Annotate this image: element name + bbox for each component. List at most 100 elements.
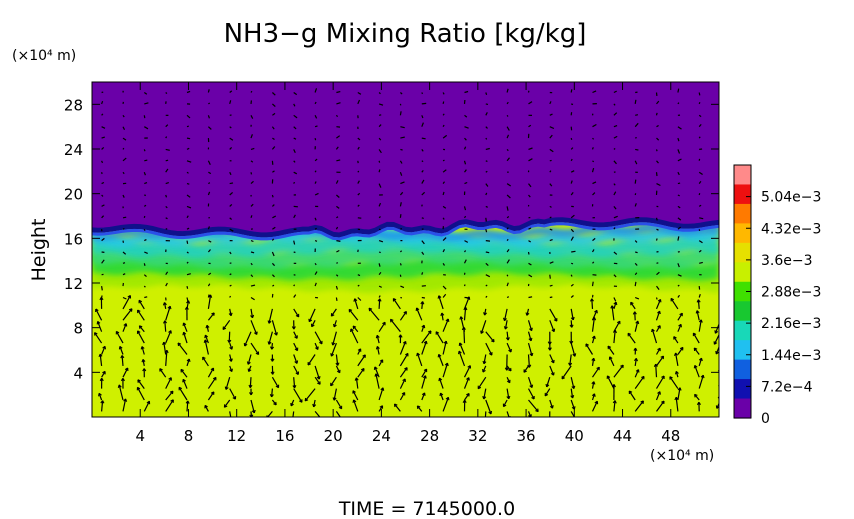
wind-vector: [633, 357, 639, 366]
wind-vector: [635, 114, 639, 116]
wind-vector: [571, 262, 574, 265]
wind-vector: [243, 331, 252, 347]
wind-vector: [224, 377, 231, 390]
wind-vector: [528, 194, 531, 198]
wind-vector: [271, 399, 277, 406]
wind-vector: [137, 379, 145, 389]
wind-vector: [101, 237, 105, 242]
wind-vector: [142, 368, 147, 378]
wind-vector: [693, 364, 700, 378]
chart-title: NH3−g Mixing Ratio [kg/kg]: [224, 19, 587, 49]
wind-vector: [143, 149, 146, 152]
colorbar-label: 7.2e−4: [761, 379, 813, 395]
wind-vector: [330, 308, 337, 317]
wind-vector: [420, 301, 425, 309]
wind-vector: [269, 388, 274, 398]
wind-vector: [122, 157, 127, 162]
wind-vector: [656, 271, 660, 276]
wind-vector: [549, 239, 553, 242]
wind-vector: [505, 331, 510, 341]
wind-vector: [271, 274, 275, 278]
plot-frame: [91, 81, 720, 418]
wind-vector: [100, 400, 105, 412]
wind-vector: [267, 308, 273, 324]
wind-vector: [143, 228, 146, 232]
wind-vector: [440, 312, 445, 321]
wind-vector: [314, 411, 321, 417]
wind-vector: [442, 318, 450, 332]
wind-vector: [207, 312, 215, 321]
wind-vector: [506, 249, 510, 253]
wind-vector: [335, 411, 341, 417]
wind-vector: [312, 399, 317, 408]
wind-vector: [229, 365, 233, 373]
wind-vector: [335, 399, 343, 410]
wind-vector: [635, 148, 639, 151]
wind-vector: [186, 114, 191, 119]
wind-vector: [368, 307, 380, 321]
wind-vector: [101, 204, 105, 207]
wind-vector: [378, 137, 382, 141]
wind-vector: [485, 112, 488, 116]
wind-vector: [421, 375, 427, 389]
wind-vector: [143, 285, 146, 288]
x-tick-label: 32: [468, 427, 487, 445]
wind-vector: [271, 204, 275, 207]
wind-vector: [698, 136, 701, 139]
y-tick-label: 20: [64, 186, 83, 204]
wind-vector: [634, 99, 637, 105]
wind-vector: [163, 320, 168, 332]
wind-vector: [677, 194, 680, 197]
wind-vector: [421, 102, 427, 105]
wind-vector: [271, 103, 276, 108]
wind-vector: [527, 251, 530, 255]
wind-vector: [613, 90, 617, 94]
wind-vector: [549, 183, 553, 187]
wind-vector: [721, 298, 723, 301]
wind-vector: [357, 180, 360, 184]
wind-vector: [293, 214, 296, 219]
wind-vector: [207, 367, 215, 378]
wind-vector: [141, 359, 146, 367]
wind-vector: [400, 181, 405, 185]
wind-vector: [378, 271, 382, 276]
wind-vector: [357, 284, 360, 287]
wind-vector: [482, 388, 487, 400]
colorbar-segment: [734, 340, 751, 361]
wind-vector: [549, 148, 554, 153]
wind-vector: [655, 172, 658, 177]
wind-vector: [378, 405, 384, 412]
wind-vector: [186, 147, 190, 150]
wind-vector: [485, 262, 489, 267]
wind-vector: [442, 181, 445, 184]
wind-vector: [506, 365, 512, 372]
wind-vector: [246, 354, 252, 365]
colorbar-segment: [734, 379, 751, 400]
wind-vector: [485, 251, 490, 254]
wind-vector: [634, 281, 637, 287]
wind-vector: [250, 399, 256, 414]
wind-vector: [592, 192, 596, 196]
wind-vector: [632, 311, 637, 321]
wind-vector: [421, 240, 425, 245]
wind-vector: [463, 377, 470, 389]
wind-vector: [314, 217, 317, 221]
wind-vector: [549, 411, 551, 417]
wind-vector: [293, 331, 298, 339]
wind-vector: [699, 217, 704, 220]
wind-vector: [592, 90, 597, 94]
colorbar-labels: 5.04e−3 4.32e−3 3.6e−3 2.88e−3 2.16e−3 1.44e−…: [746, 190, 821, 427]
wind-vector: [721, 182, 725, 183]
wind-vector: [502, 308, 508, 322]
wind-vector: [545, 377, 551, 388]
wind-vector: [159, 368, 167, 378]
wind-vector: [208, 171, 212, 175]
wind-vector: [485, 331, 495, 343]
wind-vector: [591, 357, 596, 366]
wind-vector: [570, 147, 574, 150]
wind-vector: [122, 228, 125, 230]
wind-vector: [635, 137, 637, 139]
wind-vector: [250, 160, 254, 163]
wind-vector: [464, 250, 467, 253]
wind-vector: [592, 261, 595, 264]
